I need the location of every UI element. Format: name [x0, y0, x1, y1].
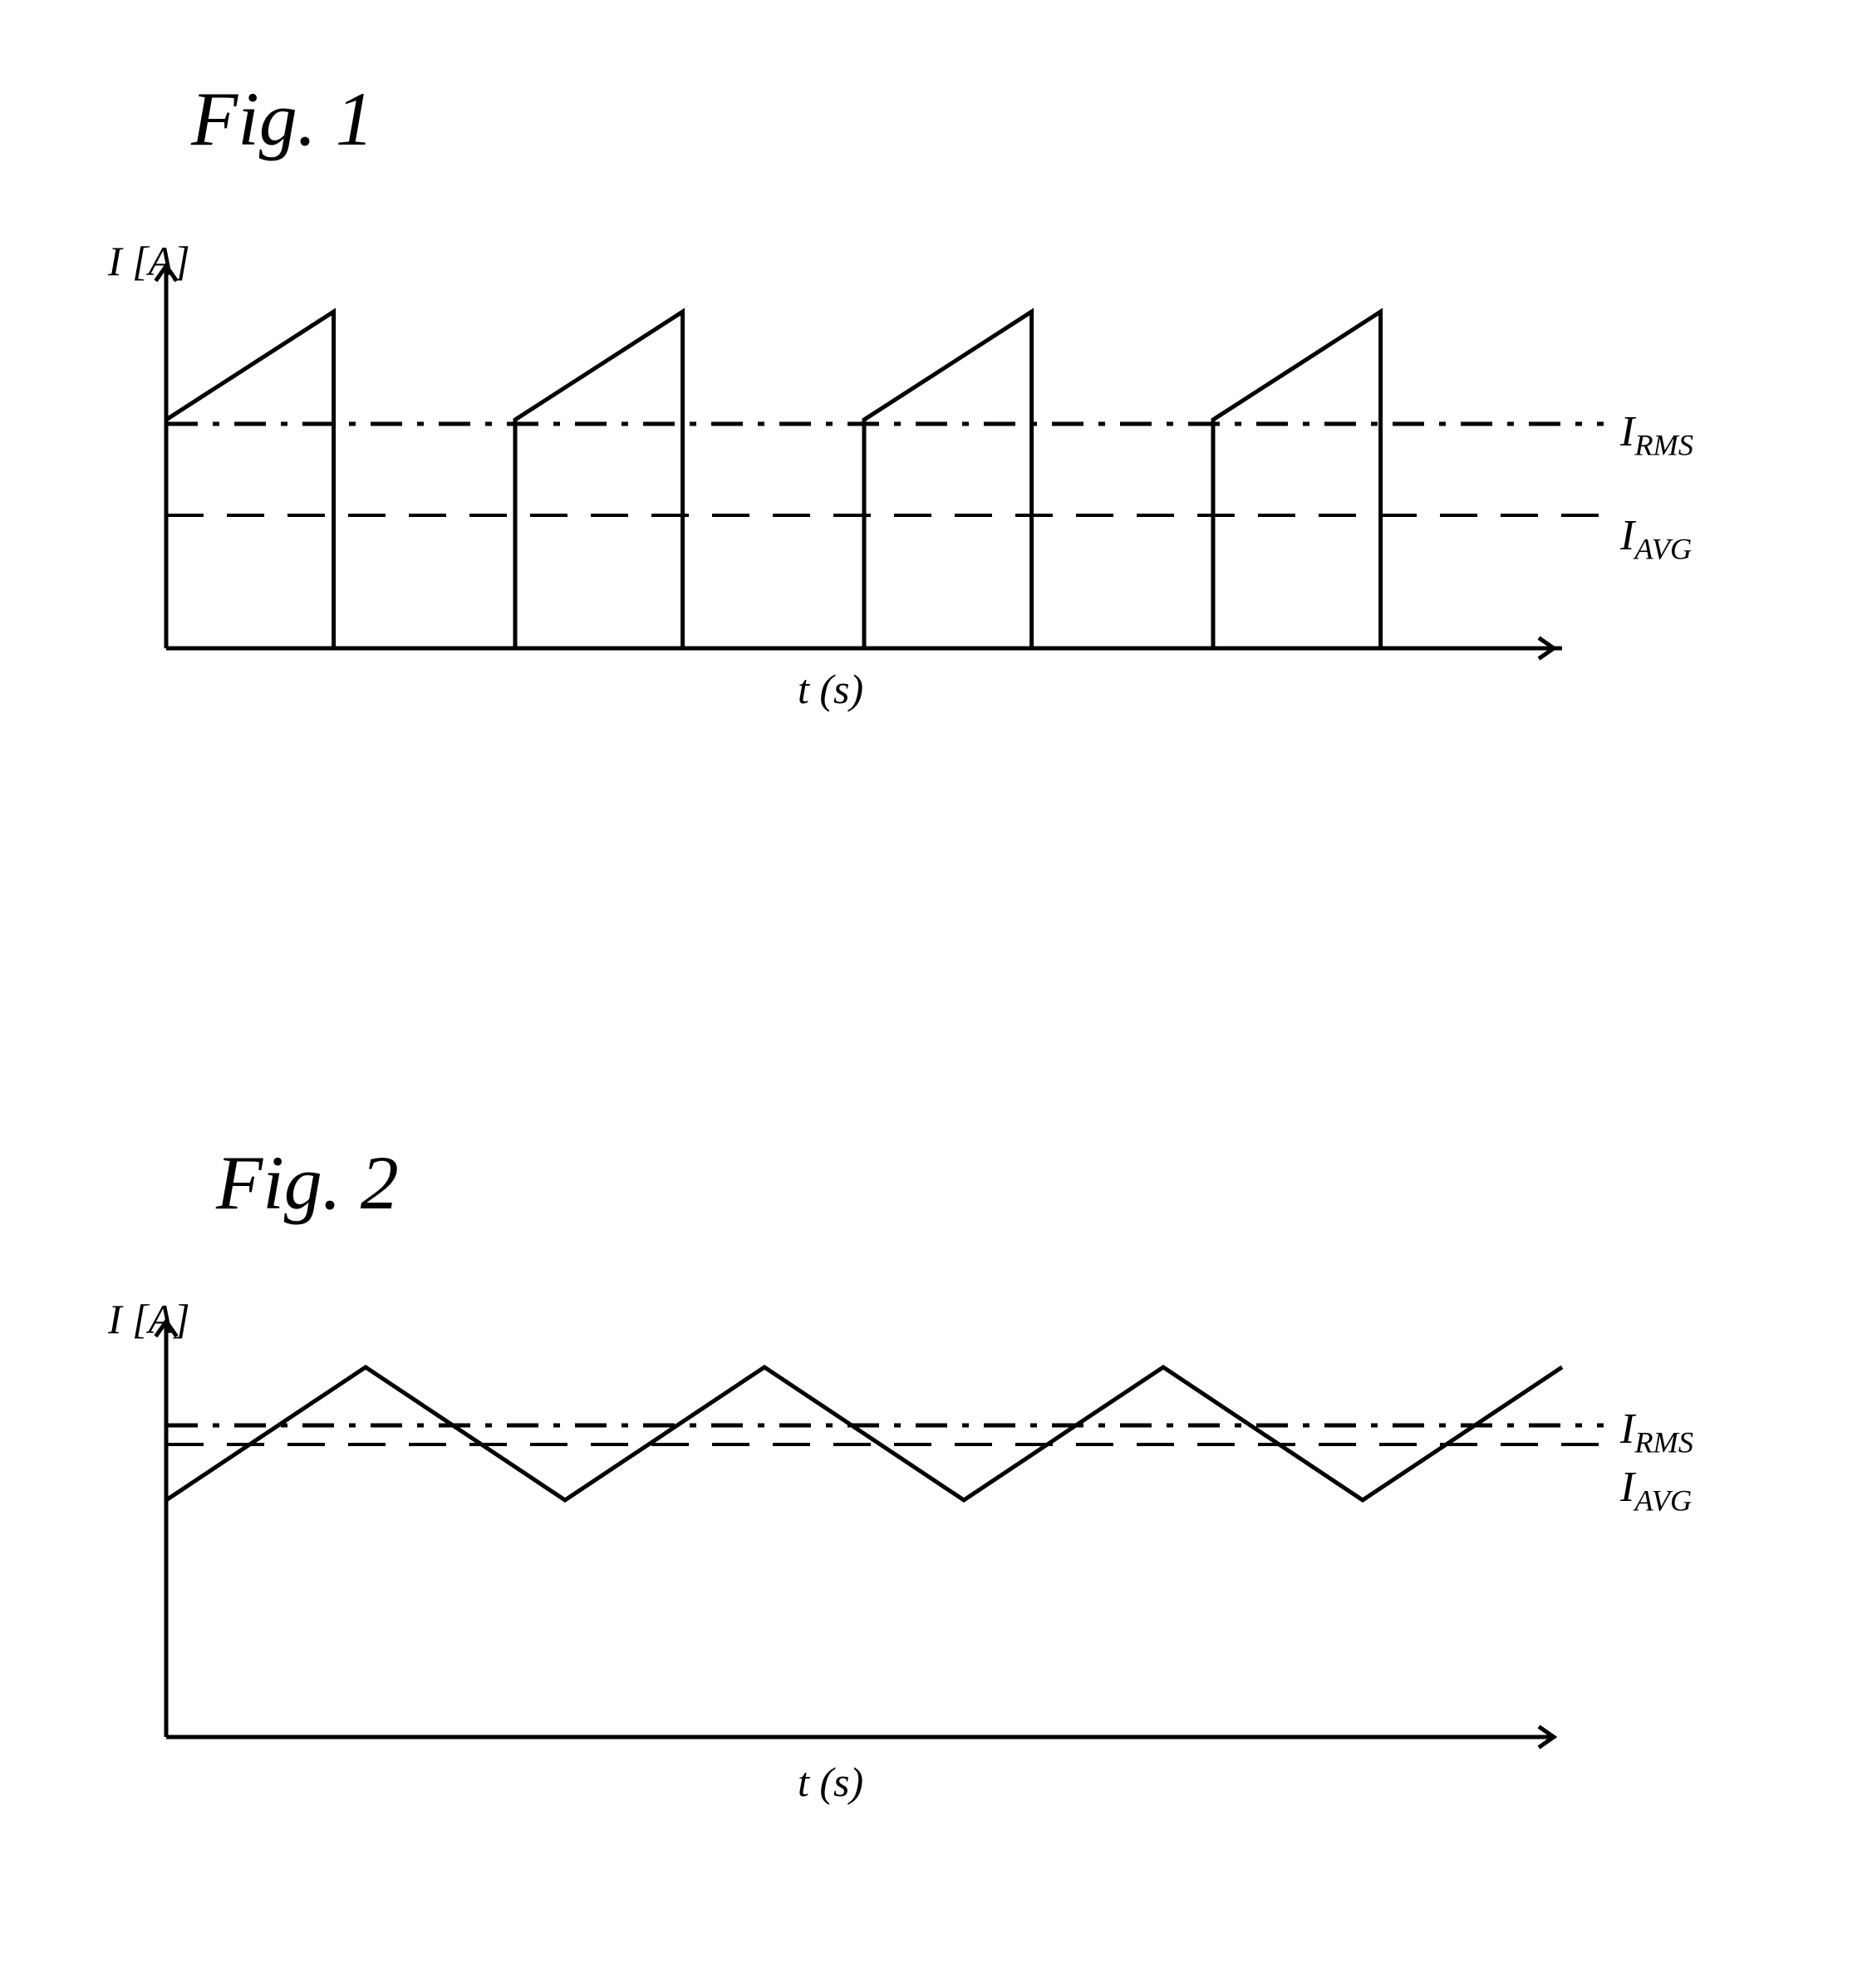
- fig2-title: Fig. 2: [216, 1139, 399, 1227]
- fig2-chart: [100, 1305, 1728, 1770]
- fig1-title: Fig. 1: [191, 75, 374, 163]
- fig1-chart: [100, 249, 1728, 682]
